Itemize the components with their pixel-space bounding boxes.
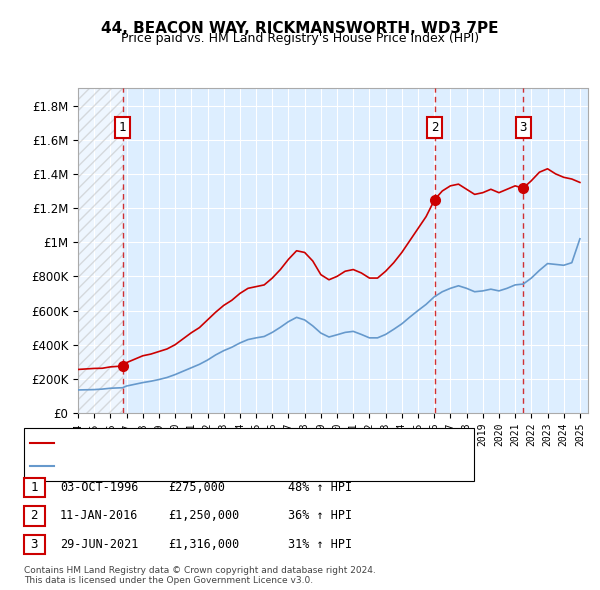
Text: 11-JAN-2016: 11-JAN-2016	[60, 509, 139, 523]
Text: 44, BEACON WAY, RICKMANSWORTH, WD3 7PE (detached house): 44, BEACON WAY, RICKMANSWORTH, WD3 7PE (…	[60, 438, 398, 448]
Text: 44, BEACON WAY, RICKMANSWORTH, WD3 7PE: 44, BEACON WAY, RICKMANSWORTH, WD3 7PE	[101, 21, 499, 35]
Bar	[78, 88, 122, 413]
Text: Contains HM Land Registry data © Crown copyright and database right 2024.: Contains HM Land Registry data © Crown c…	[24, 566, 376, 575]
Text: £1,316,000: £1,316,000	[168, 537, 239, 551]
Text: This data is licensed under the Open Government Licence v3.0.: This data is licensed under the Open Gov…	[24, 576, 313, 585]
Text: 2: 2	[31, 509, 38, 523]
Text: 29-JUN-2021: 29-JUN-2021	[60, 537, 139, 551]
Text: 2: 2	[431, 121, 439, 134]
Text: 1: 1	[31, 481, 38, 494]
Text: 3: 3	[31, 537, 38, 551]
Text: 48% ↑ HPI: 48% ↑ HPI	[288, 481, 352, 494]
Text: £1,250,000: £1,250,000	[168, 509, 239, 523]
Text: 31% ↑ HPI: 31% ↑ HPI	[288, 537, 352, 551]
Text: 3: 3	[520, 121, 527, 134]
Text: Price paid vs. HM Land Registry's House Price Index (HPI): Price paid vs. HM Land Registry's House …	[121, 32, 479, 45]
Text: HPI: Average price, detached house, Three Rivers: HPI: Average price, detached house, Thre…	[60, 461, 319, 471]
Text: £275,000: £275,000	[168, 481, 225, 494]
Text: 1: 1	[119, 121, 126, 134]
Text: 03-OCT-1996: 03-OCT-1996	[60, 481, 139, 494]
Text: 36% ↑ HPI: 36% ↑ HPI	[288, 509, 352, 523]
